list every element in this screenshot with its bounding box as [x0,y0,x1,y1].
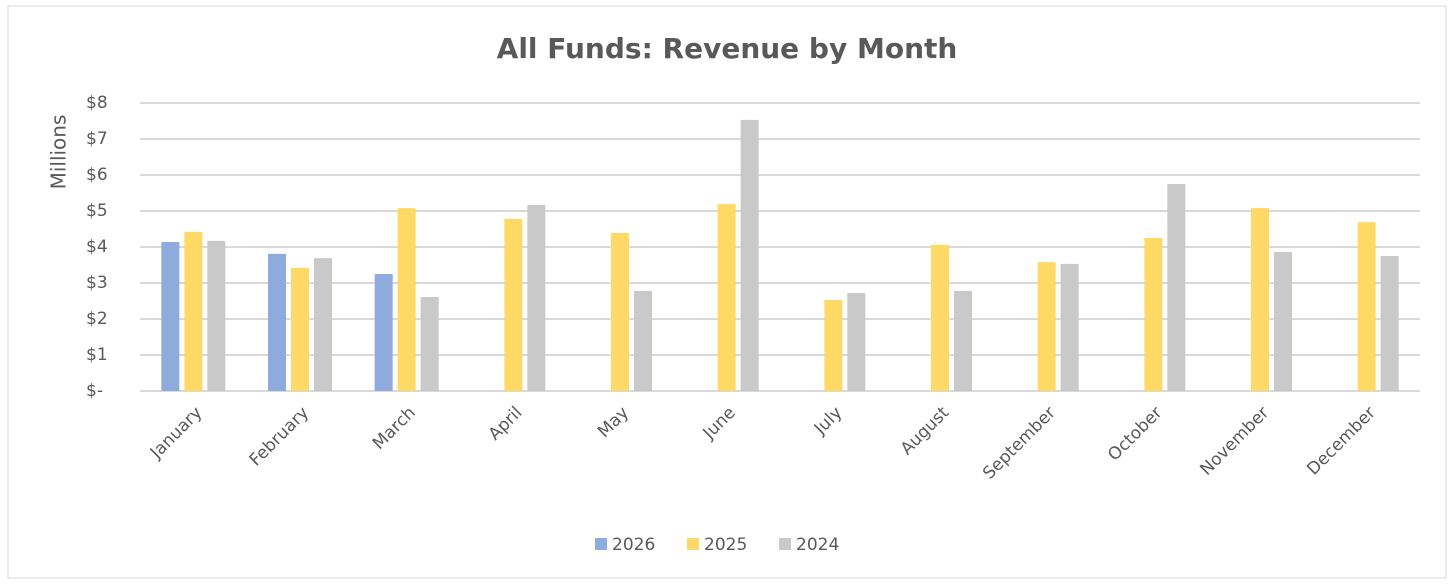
bar [954,290,972,391]
y-tick-label: $6 [86,165,108,185]
bar [611,232,629,391]
bar [1274,252,1292,391]
y-tick-label: $4 [86,237,108,257]
bar [207,240,226,391]
bar [717,204,736,391]
legend-swatch [779,538,791,550]
bar [527,204,546,391]
y-tick-label: $3 [86,273,108,293]
bar [1144,238,1163,391]
bar [931,244,949,391]
bar [420,297,439,391]
bar [1380,256,1399,391]
bar [504,218,523,391]
bar [1060,263,1079,391]
legend-swatch [687,538,699,550]
y-axis-label: Millions [47,115,71,190]
legend-swatch [595,538,607,550]
bar [397,208,416,391]
bar [634,290,652,391]
bar [1037,262,1056,391]
y-tick-label: $7 [86,129,108,149]
bar [1251,208,1269,391]
bar [268,253,286,391]
legend-label: 2024 [796,535,839,555]
y-tick-label: $2 [86,309,108,329]
chart-title: All Funds: Revenue by Month [497,32,958,65]
y-tick-label: $1 [86,345,108,365]
bar [374,274,393,391]
bar [1357,222,1376,391]
y-tick-label: $- [86,381,103,401]
bar [184,231,203,391]
bar [847,293,866,391]
bar [161,241,180,391]
bar [1167,184,1186,391]
bar [314,258,332,391]
legend-label: 2025 [704,535,747,555]
bar [291,267,309,391]
y-tick-label: $5 [86,201,108,221]
y-tick-label: $8 [86,93,108,113]
bar [740,119,759,392]
legend-label: 2026 [612,535,655,555]
bar [824,299,843,391]
